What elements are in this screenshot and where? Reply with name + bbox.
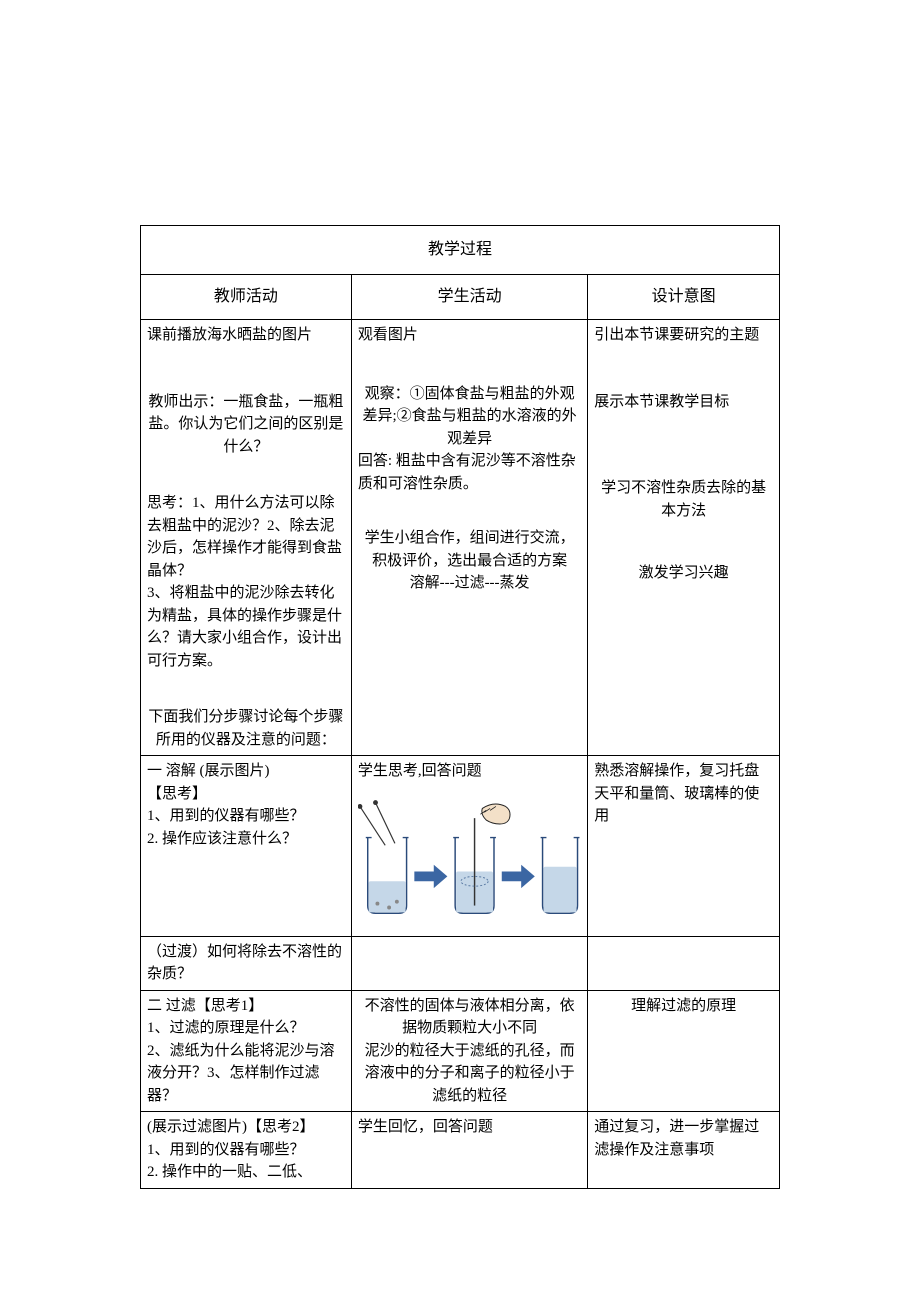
table-row: (展示过滤图片)【思考2】 1、用到的仪器有哪些？ 2. 操作中的一贴、二低、 … <box>141 1112 780 1189</box>
student-cell: 观看图片 观察：①固体食盐与粗盐的外观差异;②食盐与粗盐的水溶液的外观差异 回答… <box>351 320 587 756</box>
intent-text: 学习不溶性杂质去除的基本方法 <box>594 477 773 522</box>
teacher-text: 教师出示：一瓶食盐，一瓶粗盐。你认为它们之间的区别是什么？ <box>147 391 345 459</box>
teacher-text: （过渡）如何将除去不溶性的杂质？ <box>147 941 345 986</box>
student-text: 学生小组合作，组间进行交流，积极评价，选出最合适的方案 <box>358 527 581 572</box>
table-title-row: 教学过程 <box>141 226 780 275</box>
table-row: 二 过滤【思考1】 1、过滤的原理是什么？ 2、滤纸为什么能将泥沙与溶液分开？3… <box>141 990 780 1112</box>
teacher-text: 3、将粗盐中的泥沙除去转化为精盐，具体的操作步骤是什么？请大家小组合作，设计出可… <box>147 582 345 672</box>
teacher-text: 1、用到的仪器有哪些？ <box>147 1139 345 1162</box>
intent-cell <box>588 936 780 990</box>
teacher-cell: 一 溶解 (展示图片) 【思考】 1、用到的仪器有哪些？ 2. 操作应该注意什么… <box>141 756 352 937</box>
teacher-text: 2. 操作应该注意什么？ <box>147 828 345 851</box>
intent-text: 激发学习兴趣 <box>594 562 773 585</box>
teacher-text: 二 过滤【思考1】 <box>147 995 345 1018</box>
teacher-cell: 课前播放海水晒盐的图片 教师出示：一瓶食盐，一瓶粗盐。你认为它们之间的区别是什么… <box>141 320 352 756</box>
table-row: （过渡）如何将除去不溶性的杂质？ <box>141 936 780 990</box>
header-intent: 设计意图 <box>588 275 780 320</box>
dissolve-diagram <box>358 789 581 925</box>
student-text: 不溶性的固体与液体相分离，依据物质颗粒大小不同 <box>358 995 581 1040</box>
student-cell <box>351 936 587 990</box>
teacher-cell: （过渡）如何将除去不溶性的杂质？ <box>141 936 352 990</box>
student-cell: 学生思考,回答问题 <box>351 756 587 937</box>
teacher-cell: (展示过滤图片)【思考2】 1、用到的仪器有哪些？ 2. 操作中的一贴、二低、 <box>141 1112 352 1189</box>
intent-text: 熟悉溶解操作，复习托盘天平和量筒、玻璃棒的使用 <box>594 760 773 828</box>
student-text: 溶解---过滤---蒸发 <box>358 572 581 595</box>
teacher-text: 2、滤纸为什么能将泥沙与溶液分开？3、怎样制作过滤器？ <box>147 1040 345 1108</box>
student-text: 泥沙的粒径大于滤纸的孔径，而溶液中的分子和离子的粒径小于滤纸的粒径 <box>358 1040 581 1108</box>
intent-text: 引出本节课要研究的主题 <box>594 324 773 347</box>
teacher-text: 下面我们分步骤讨论每个步骤所用的仪器及注意的问题： <box>147 706 345 751</box>
teacher-text: 一 溶解 (展示图片) <box>147 760 345 783</box>
intent-cell: 通过复习，进一步掌握过滤操作及注意事项 <box>588 1112 780 1189</box>
student-cell: 学生回忆，回答问题 <box>351 1112 587 1189</box>
teacher-text: 1、过滤的原理是什么？ <box>147 1017 345 1040</box>
student-text: 学生回忆，回答问题 <box>358 1116 581 1139</box>
intent-cell: 熟悉溶解操作，复习托盘天平和量筒、玻璃棒的使用 <box>588 756 780 937</box>
student-text: 回答: 粗盐中含有泥沙等不溶性杂质和可溶性杂质。 <box>358 450 581 495</box>
table-row: 课前播放海水晒盐的图片 教师出示：一瓶食盐，一瓶粗盐。你认为它们之间的区别是什么… <box>141 320 780 756</box>
student-text: 学生思考,回答问题 <box>358 760 581 783</box>
header-student: 学生活动 <box>351 275 587 320</box>
header-teacher: 教师活动 <box>141 275 352 320</box>
teacher-text: 1、用到的仪器有哪些？ <box>147 805 345 828</box>
table-row: 一 溶解 (展示图片) 【思考】 1、用到的仪器有哪些？ 2. 操作应该注意什么… <box>141 756 780 937</box>
table-header-row: 教师活动 学生活动 设计意图 <box>141 275 780 320</box>
intent-text: 理解过滤的原理 <box>594 995 773 1018</box>
teacher-text: 2. 操作中的一贴、二低、 <box>147 1161 345 1184</box>
teacher-text: 课前播放海水晒盐的图片 <box>147 324 345 347</box>
intent-cell: 引出本节课要研究的主题 展示本节课教学目标 学习不溶性杂质去除的基本方法 激发学… <box>588 320 780 756</box>
table-title: 教学过程 <box>141 226 780 275</box>
intent-text: 通过复习，进一步掌握过滤操作及注意事项 <box>594 1116 773 1161</box>
teacher-cell: 二 过滤【思考1】 1、过滤的原理是什么？ 2、滤纸为什么能将泥沙与溶液分开？3… <box>141 990 352 1112</box>
intent-text: 展示本节课教学目标 <box>594 391 773 414</box>
teacher-text: 思考：1、用什么方法可以除去粗盐中的泥沙？2、除去泥沙后，怎样操作才能得到食盐晶… <box>147 492 345 582</box>
student-text: 观察：①固体食盐与粗盐的外观差异;②食盐与粗盐的水溶液的外观差异 <box>358 383 581 451</box>
intent-cell: 理解过滤的原理 <box>588 990 780 1112</box>
student-text: 观看图片 <box>358 324 581 347</box>
student-cell: 不溶性的固体与液体相分离，依据物质颗粒大小不同 泥沙的粒径大于滤纸的孔径，而溶液… <box>351 990 587 1112</box>
teacher-text: (展示过滤图片)【思考2】 <box>147 1116 345 1139</box>
teacher-text: 【思考】 <box>147 783 345 806</box>
teaching-process-table: 教学过程 教师活动 学生活动 设计意图 课前播放海水晒盐的图片 教师出示：一瓶食… <box>140 225 780 1189</box>
